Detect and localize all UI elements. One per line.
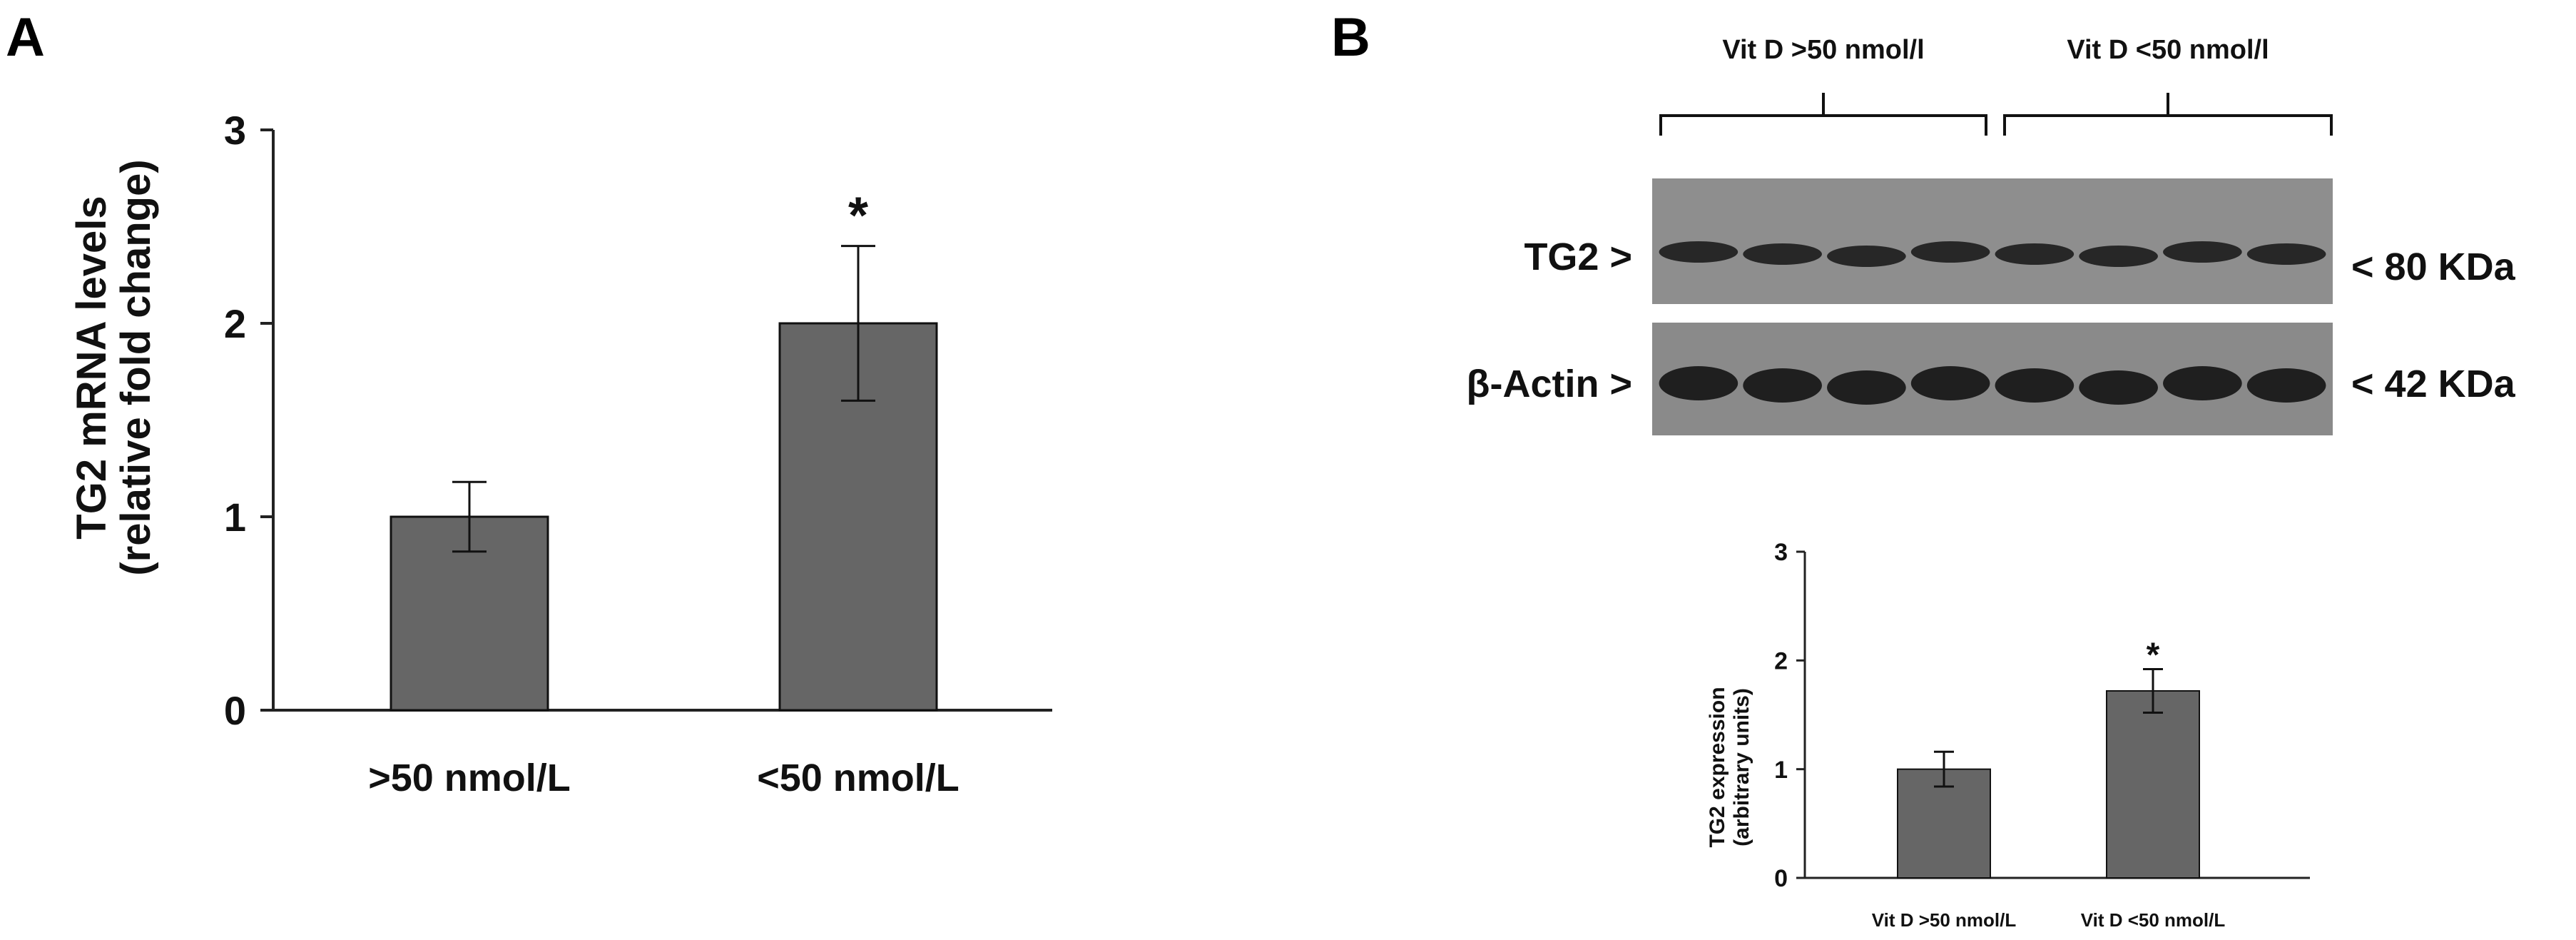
blot-group-label-2: Vit D <50 nmol/l xyxy=(2067,35,2269,65)
chart-b-categories: Vit D >50 nmol/L Vit D <50 nmol/L xyxy=(1872,909,2226,931)
chart-a-significance: * xyxy=(848,188,868,245)
y-tick-label: 3 xyxy=(224,108,246,153)
significance-star: * xyxy=(848,188,868,245)
bar xyxy=(2106,689,2200,879)
chart-a: TG2 mRNA levels (relative fold change) 0… xyxy=(68,108,1052,799)
category-label: <50 nmol/L xyxy=(757,757,959,799)
y-tick-label: 0 xyxy=(224,688,246,733)
blot-row-label-tg2: TG2 > xyxy=(1524,236,1632,278)
chart-a-bars xyxy=(390,322,938,712)
blot-group-bracket-1 xyxy=(1659,93,1987,136)
blot-band xyxy=(1910,366,1990,400)
blot-band xyxy=(1743,243,1822,265)
y-tick-label: 2 xyxy=(1774,648,1788,675)
y-tick-label: 1 xyxy=(224,495,246,540)
y-tick-label: 3 xyxy=(1774,539,1788,566)
blot-group-label-1: Vit D >50 nmol/l xyxy=(1722,35,1924,65)
blot-band xyxy=(1743,368,1822,403)
panel-label-a: A xyxy=(6,7,45,68)
blot-band xyxy=(2163,366,2242,400)
blot-band xyxy=(2079,246,2158,267)
chart-b-bars xyxy=(1897,689,2200,879)
blot-bands-actin xyxy=(1659,366,2326,405)
category-label: >50 nmol/L xyxy=(368,757,571,799)
chart-a-error-bars xyxy=(452,245,875,553)
blot-size-label-80: < 80 KDa xyxy=(2351,246,2516,288)
blot-band xyxy=(1995,368,2074,403)
chart-a-ylabel-line2: (relative fold change) xyxy=(113,159,159,575)
chart-b-error-bars xyxy=(1934,668,2163,788)
significance-star: * xyxy=(2147,637,2160,674)
blot-band xyxy=(1910,241,1990,263)
y-tick-label: 2 xyxy=(224,301,246,346)
chart-a-ylabel-line1: TG2 mRNA levels xyxy=(68,196,115,539)
chart-b-y-axis-label: TG2 expression (arbitrary units) xyxy=(1706,687,1753,847)
chart-b-significance: * xyxy=(2147,637,2160,674)
blot-band xyxy=(1995,243,2074,265)
chart-a-y-ticks: 0 1 2 3 xyxy=(224,108,273,733)
blot-band xyxy=(1827,246,1906,267)
blot-band xyxy=(2246,243,2326,265)
chart-a-y-axis-label: TG2 mRNA levels (relative fold change) xyxy=(68,159,159,575)
category-label: Vit D <50 nmol/L xyxy=(2081,909,2226,931)
chart-a-categories: >50 nmol/L <50 nmol/L xyxy=(368,757,959,799)
chart-b-axes xyxy=(1803,552,2310,879)
chart-b-ylabel-line2: (arbitrary units) xyxy=(1730,688,1753,846)
blot-bands-tg2 xyxy=(1659,241,2326,267)
panel-label-b: B xyxy=(1331,7,1370,68)
blot-size-label-42: < 42 KDa xyxy=(2351,363,2516,405)
blot-band xyxy=(2246,368,2326,403)
blot-band xyxy=(2163,241,2242,263)
blot-group-bracket-2 xyxy=(2003,93,2333,136)
blot-band xyxy=(2079,370,2158,405)
blot-band xyxy=(1659,241,1738,263)
chart-b-ylabel-line1: TG2 expression xyxy=(1706,687,1729,847)
blot-row-label-actin: β-Actin > xyxy=(1467,363,1632,405)
chart-b-y-ticks: 0 1 2 3 xyxy=(1774,539,1805,892)
blot-band xyxy=(1827,370,1906,405)
blot-strip-tg2 xyxy=(1652,178,2333,304)
y-tick-label: 1 xyxy=(1774,757,1788,784)
western-blot: Vit D >50 nmol/l Vit D <50 nmol/l TG2 > … xyxy=(1467,35,2516,435)
blot-band xyxy=(1659,366,1738,400)
category-label: Vit D >50 nmol/L xyxy=(1872,909,2017,931)
y-tick-label: 0 xyxy=(1774,865,1788,892)
